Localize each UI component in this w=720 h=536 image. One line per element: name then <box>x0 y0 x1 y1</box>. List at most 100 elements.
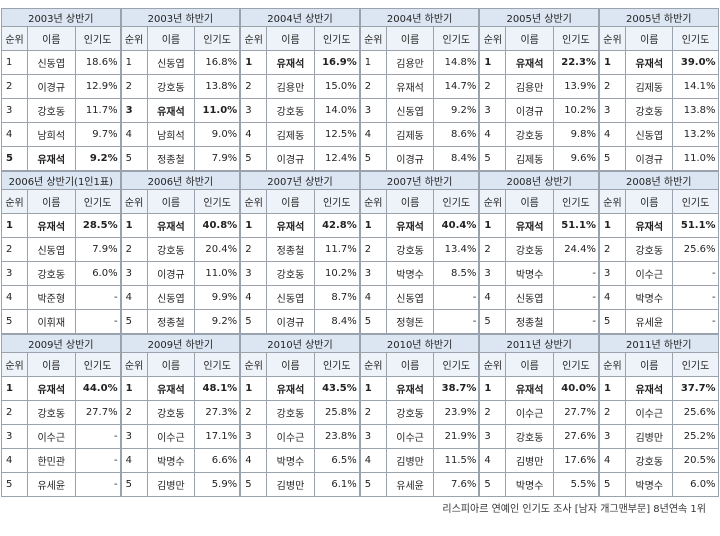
score: 39.0% <box>672 50 719 75</box>
name: 유재석 <box>27 213 76 238</box>
name: 박준형 <box>27 285 76 310</box>
name: 이수근 <box>505 400 554 425</box>
rank: 5 <box>479 472 507 497</box>
header-cell: 인기도 <box>433 189 480 214</box>
rank: 1 <box>0 50 29 75</box>
header-cell: 이름 <box>266 26 315 51</box>
score: 10.2% <box>552 98 599 123</box>
header-row: 순위 이름 인기도 <box>0 352 121 377</box>
block-title: 2005년 상반기 <box>479 8 599 27</box>
score: 16.8% <box>194 50 241 75</box>
rank-row: 3 강호동 14.0% <box>240 98 360 123</box>
rank-row: 3 강호동 11.7% <box>0 98 121 123</box>
header-row: 순위 이름 인기도 <box>479 352 599 377</box>
header-cell: 순위 <box>120 352 148 377</box>
rank: 4 <box>479 285 507 310</box>
rank-row: 5 정형돈 - <box>359 309 480 334</box>
rank: 1 <box>598 213 627 238</box>
rank: 2 <box>359 74 387 99</box>
ranking-table: 2005년 상반기 순위 이름 인기도 1 유재석 22.3% 2 김용만 13.9% 3 이경규 10… <box>479 8 599 171</box>
rank: 2 <box>120 74 148 99</box>
rank: 4 <box>120 448 148 473</box>
score: 7.6% <box>433 472 480 497</box>
score: - <box>672 285 719 310</box>
name: 김용만 <box>385 50 435 75</box>
rank-row: 4 신동엽 - <box>359 285 480 310</box>
name: 유재석 <box>385 376 435 401</box>
name: 정종철 <box>146 309 196 334</box>
rank: 5 <box>598 146 627 171</box>
rank-row: 4 박명수 - <box>598 285 719 310</box>
header-cell: 인기도 <box>672 26 719 51</box>
header-row: 순위 이름 인기도 <box>598 352 719 377</box>
header-cell: 이름 <box>385 352 435 377</box>
header-cell: 인기도 <box>672 352 719 377</box>
rank: 2 <box>120 400 148 425</box>
rank: 3 <box>0 261 29 286</box>
ranking-table: 2006년 하반기 순위 이름 인기도 1 유재석 40.8% 2 강호동 20.4% 3 이경규 11… <box>120 171 241 334</box>
score: - <box>552 309 599 334</box>
name: 김제동 <box>385 122 435 147</box>
title-row: 2011년 상반기 <box>479 334 599 353</box>
rank-row: 1 유재석 51.1% <box>598 213 719 238</box>
name: 김용만 <box>505 74 554 99</box>
block-title: 2007년 하반기 <box>359 171 480 190</box>
name: 신동엽 <box>385 285 435 310</box>
rank: 1 <box>240 213 268 238</box>
name: 이수근 <box>385 424 435 449</box>
name: 강호동 <box>505 237 554 262</box>
block-title: 2004년 하반기 <box>359 8 480 27</box>
rank-row: 2 이수근 27.7% <box>479 400 599 425</box>
rank: 4 <box>359 122 387 147</box>
title-row: 2010년 상반기 <box>240 334 360 353</box>
header-cell: 인기도 <box>672 189 719 214</box>
block-title: 2005년 하반기 <box>598 8 719 27</box>
score: - <box>672 309 719 334</box>
name: 신동엽 <box>27 50 76 75</box>
rank: 1 <box>359 213 387 238</box>
rank: 4 <box>0 285 29 310</box>
header-cell: 이름 <box>505 26 554 51</box>
name: 강호동 <box>27 261 76 286</box>
header-cell: 인기도 <box>552 189 599 214</box>
rank: 5 <box>359 309 387 334</box>
name: 유재석 <box>146 98 196 123</box>
name: 유재석 <box>266 50 315 75</box>
score: 8.4% <box>313 309 360 334</box>
rank-row: 4 남희석 9.0% <box>120 122 241 147</box>
rank: 1 <box>359 376 387 401</box>
score: 11.5% <box>433 448 480 473</box>
header-cell: 인기도 <box>433 26 480 51</box>
rank-row: 4 김제동 8.6% <box>359 122 480 147</box>
title-row: 2005년 상반기 <box>479 8 599 27</box>
score: 17.1% <box>194 424 241 449</box>
rank-row: 3 강호동 13.8% <box>598 98 719 123</box>
rank-row: 3 이수근 17.1% <box>120 424 241 449</box>
name: 남희석 <box>146 122 196 147</box>
title-row: 2008년 상반기 <box>479 171 599 190</box>
title-row: 2004년 하반기 <box>359 8 480 27</box>
rank: 5 <box>598 472 627 497</box>
ranking-table: 2009년 하반기 순위 이름 인기도 1 유재석 48.1% 2 강호동 27.3% 3 이수근 17… <box>120 334 241 497</box>
name: 신동엽 <box>146 285 196 310</box>
name: 유재석 <box>505 376 554 401</box>
header-row: 순위 이름 인기도 <box>120 189 241 214</box>
rank-row: 2 강호동 27.3% <box>120 400 241 425</box>
rank: 3 <box>0 98 29 123</box>
rank-row: 5 이경규 8.4% <box>359 146 480 171</box>
rank-row: 2 김제동 14.1% <box>598 74 719 99</box>
rank-row: 1 유재석 43.5% <box>240 376 360 401</box>
header-row: 순위 이름 인기도 <box>359 189 480 214</box>
score: 40.8% <box>194 213 241 238</box>
name: 이경규 <box>505 98 554 123</box>
name: 이경규 <box>266 146 315 171</box>
score: 14.7% <box>433 74 480 99</box>
rank: 5 <box>0 472 29 497</box>
rank-row: 5 이경규 12.4% <box>240 146 360 171</box>
score: - <box>672 261 719 286</box>
header-cell: 이름 <box>146 189 196 214</box>
header-row: 순위 이름 인기도 <box>598 189 719 214</box>
name: 강호동 <box>505 424 554 449</box>
header-row: 순위 이름 인기도 <box>120 26 241 51</box>
rank: 1 <box>120 50 148 75</box>
